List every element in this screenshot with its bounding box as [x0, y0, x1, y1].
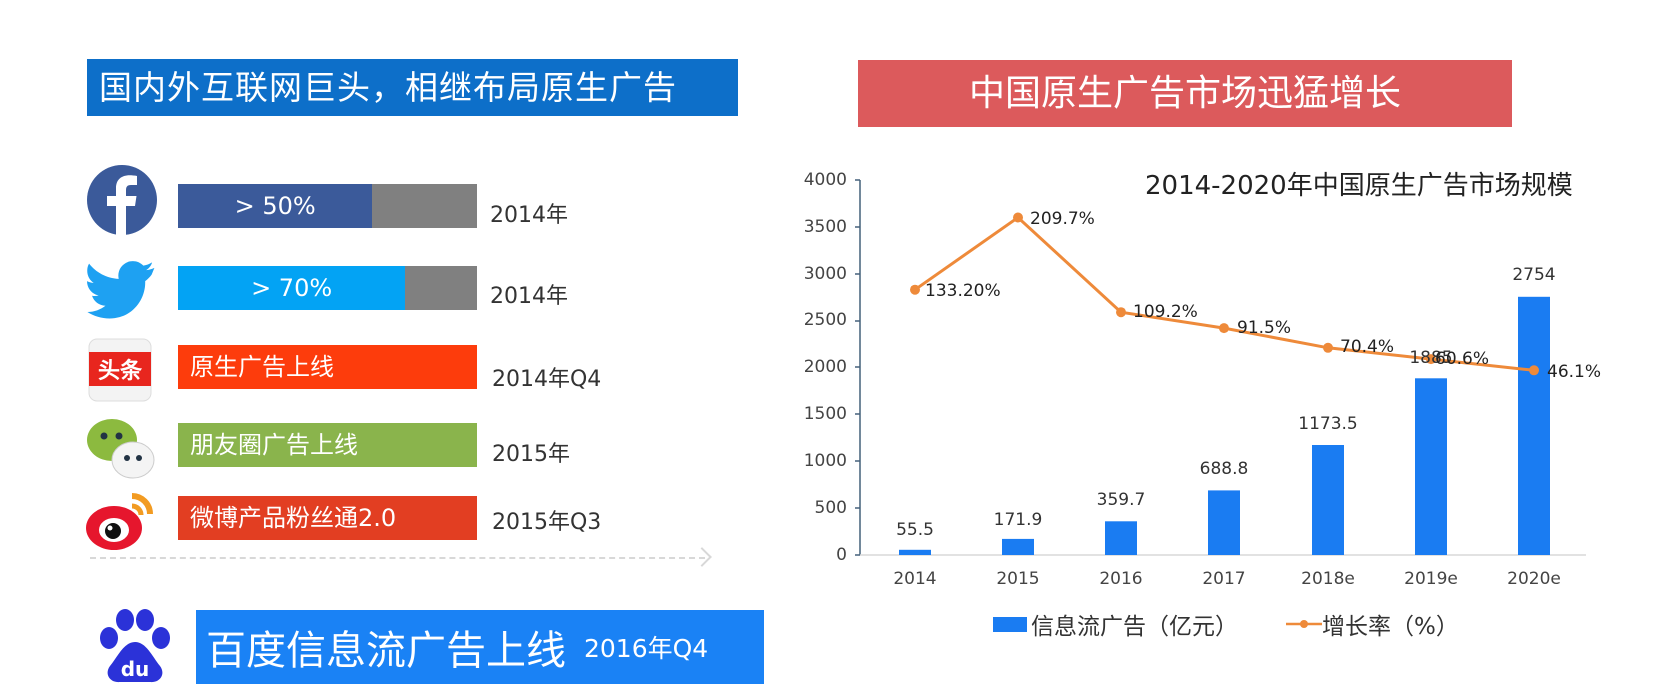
timeline-arrow-line — [90, 557, 705, 559]
baidu-label: 百度信息流广告上线 — [206, 628, 566, 674]
row-date: 2015年Q3 — [492, 510, 602, 535]
baidu-paw-icon: du — [98, 608, 172, 684]
x-tick: 2016 — [1099, 569, 1143, 589]
facebook-icon — [86, 164, 158, 236]
weibo-bar: 微博产品粉丝通2.0 — [178, 496, 477, 540]
bar-value-label: 1173.5 — [1298, 414, 1358, 434]
bar-remainder — [372, 184, 477, 228]
weibo-icon — [84, 488, 158, 554]
left-title-banner: 国内外互联网巨头，相继布局原生广告 — [87, 59, 738, 116]
legend-line-label: 增长率（%） — [1322, 614, 1459, 640]
row-date: 2014年 — [490, 284, 568, 309]
growth-value-label: 70.4% — [1340, 337, 1395, 357]
baidu-banner: 百度信息流广告上线 2016年Q4 — [196, 610, 764, 684]
y-tick: 0 — [836, 545, 847, 565]
y-tick: 3000 — [803, 264, 847, 284]
bar-value-label: 688.8 — [1199, 459, 1249, 479]
growth-value-label: 46.1% — [1547, 362, 1602, 382]
svg-text:头条: 头条 — [98, 358, 143, 384]
toutiao-icon: 头条 — [88, 338, 152, 402]
row-date: 2014年 — [490, 203, 568, 228]
twitter-share-bar: > 70% — [178, 266, 477, 310]
bar-value-label: 359.7 — [1096, 490, 1146, 510]
bar-fill: > 50% — [178, 184, 373, 228]
growth-value-label: 91.5% — [1237, 318, 1292, 338]
y-tick: 2000 — [803, 357, 847, 377]
x-tick: 2017 — [1202, 569, 1246, 589]
baidu-date: 2016年Q4 — [584, 634, 709, 663]
line-legend-marker — [1286, 620, 1322, 628]
bar-remainder — [405, 266, 477, 310]
x-tick: 2020e — [1507, 569, 1561, 589]
toutiao-bar: 原生广告上线 — [178, 345, 477, 389]
facebook-share-bar: > 50% — [178, 184, 477, 228]
growth-value-label: 133.20% — [925, 281, 1001, 301]
bar-fill: > 70% — [178, 266, 406, 310]
bar-value-label: 2754 — [1512, 265, 1556, 285]
y-tick: 3500 — [803, 217, 847, 237]
y-tick: 1500 — [803, 404, 847, 424]
svg-text:du: du — [121, 657, 150, 681]
right-title-banner: 中国原生广告市场迅猛增长 — [858, 60, 1512, 127]
row-date: 2015年 — [492, 442, 570, 467]
x-tick: 2014 — [893, 569, 937, 589]
y-tick: 500 — [814, 498, 847, 518]
bar-value-label: 1885 — [1409, 348, 1453, 368]
growth-value-label: 60.6% — [1435, 349, 1490, 369]
x-tick: 2015 — [996, 569, 1040, 589]
legend-bar-label: 信息流广告（亿元） — [1031, 614, 1238, 640]
x-tick: 2019e — [1404, 569, 1458, 589]
bar-legend-swatch — [993, 616, 1027, 632]
bar-value-label: 55.5 — [896, 520, 934, 540]
row-date: 2014年Q4 — [492, 367, 602, 392]
wechat-icon — [86, 416, 158, 484]
chart-title: 2014-2020年中国原生广告市场规模 — [1145, 171, 1573, 201]
growth-value-label: 109.2% — [1133, 302, 1198, 322]
bar-value-label: 171.9 — [993, 510, 1043, 530]
growth-value-label: 209.7% — [1030, 209, 1095, 229]
y-tick: 4000 — [803, 170, 847, 190]
bar-series — [899, 296, 1550, 555]
x-tick: 2018e — [1301, 569, 1355, 589]
twitter-icon — [84, 255, 156, 327]
wechat-bar: 朋友圈广告上线 — [178, 423, 477, 467]
y-tick: 1000 — [803, 451, 847, 471]
y-tick: 2500 — [803, 310, 847, 330]
chart-legend: 信息流广告（亿元） 增长率（%） — [993, 607, 1459, 641]
